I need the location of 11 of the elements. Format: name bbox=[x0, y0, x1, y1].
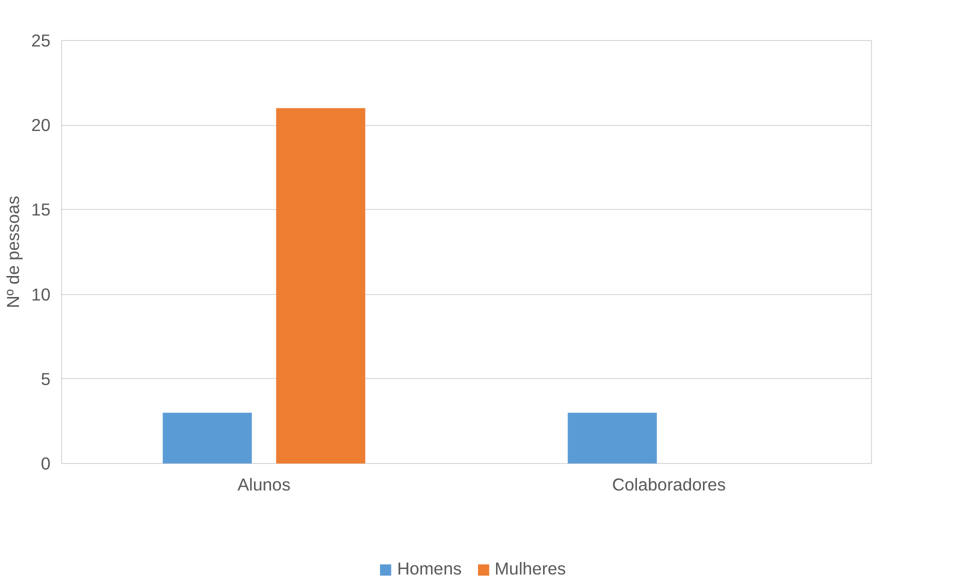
x-tick-label: Alunos bbox=[238, 474, 291, 494]
legend-label: Mulheres bbox=[494, 558, 566, 580]
y-tick-label: 20 bbox=[31, 115, 51, 136]
y-axis-title: Nº de pessoas bbox=[3, 196, 24, 308]
y-tick-label: 0 bbox=[40, 454, 51, 474]
y-tick-label: 15 bbox=[31, 200, 51, 220]
x-tick-label: Colaboradores bbox=[612, 474, 726, 494]
y-tick-label: 10 bbox=[31, 284, 51, 304]
y-tick-label: 25 bbox=[31, 30, 51, 50]
legend-label: Homens bbox=[397, 558, 462, 580]
y-tick-label: 5 bbox=[40, 368, 51, 389]
